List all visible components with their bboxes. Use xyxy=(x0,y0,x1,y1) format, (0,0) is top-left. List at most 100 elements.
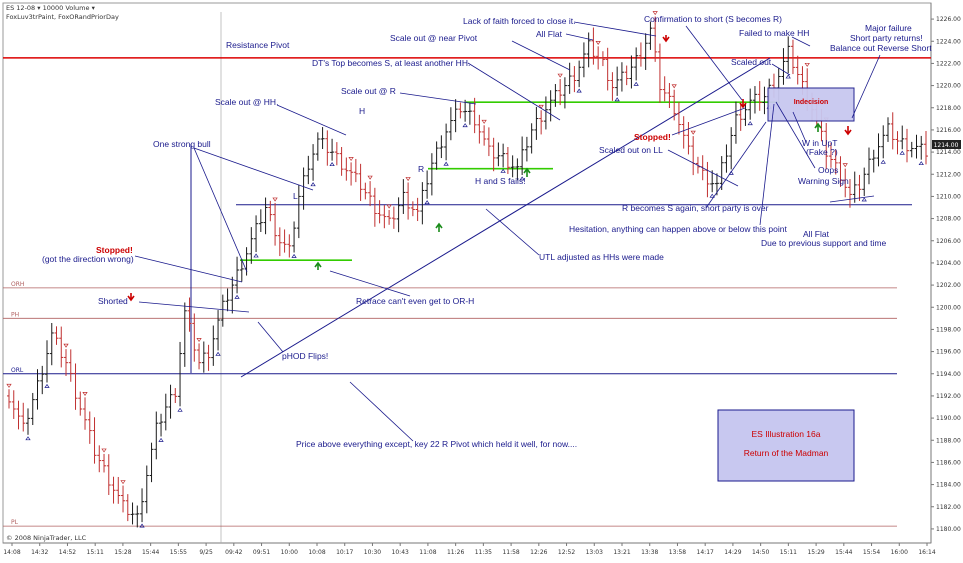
price-bar xyxy=(334,142,339,166)
pointer-lack-faith xyxy=(573,21,657,37)
price-bar xyxy=(676,102,681,135)
price-bar xyxy=(149,442,154,483)
price-bar xyxy=(6,383,12,409)
annotation-strong-bull: One strong bull xyxy=(153,139,211,149)
price-bar xyxy=(68,349,73,382)
price-bar xyxy=(752,86,757,114)
annotation-scaled-out: Scaled out xyxy=(731,57,772,67)
chart-instrument-header[interactable]: ES 12-08 ▾ 10000 Volume ▾ xyxy=(6,4,96,12)
price-bar xyxy=(842,163,848,198)
price-bar xyxy=(35,369,40,410)
pointer-utl xyxy=(485,208,540,256)
pointer-phod xyxy=(257,321,284,353)
pointer-all-flat-top xyxy=(565,33,594,41)
long-arrow-icon-4 xyxy=(814,122,822,132)
price-bar xyxy=(686,122,691,155)
y-tick-label: 1186.00 xyxy=(936,459,961,466)
price-bar xyxy=(367,175,373,207)
bar-signal-marker xyxy=(272,197,278,202)
bar-signal-marker xyxy=(747,121,753,126)
price-bar xyxy=(681,116,686,149)
price-bar xyxy=(553,84,558,107)
y-tick-label: 1206.00 xyxy=(936,238,961,245)
price-bar xyxy=(401,179,406,214)
bar-signal-marker xyxy=(6,383,12,388)
price-bar xyxy=(633,47,639,86)
ph-level-label: PH xyxy=(11,311,19,318)
price-bar xyxy=(491,137,496,172)
chart-indicator-header: FoxLuv3trPaint, FoxORandPriorDay xyxy=(6,13,119,21)
illustration-box xyxy=(717,409,855,482)
bar-signal-marker xyxy=(44,383,50,388)
price-bar xyxy=(73,363,78,410)
x-tick-label: 16:14 xyxy=(918,549,935,556)
price-bar xyxy=(211,325,216,366)
price-bar xyxy=(258,209,263,232)
price-bar xyxy=(924,130,928,165)
price-bar xyxy=(377,200,382,224)
bar-signal-marker xyxy=(462,123,468,128)
x-tick-label: 15:11 xyxy=(780,549,797,556)
pointer-scale-r xyxy=(399,92,477,105)
price-bar xyxy=(538,104,544,135)
price-bar xyxy=(25,408,31,441)
annotation-pointers xyxy=(134,21,881,442)
price-bar xyxy=(733,101,738,144)
y-tick-label: 1194.00 xyxy=(936,371,961,378)
price-bar xyxy=(866,147,871,185)
bar-signal-marker xyxy=(633,81,639,86)
price-bar xyxy=(116,476,121,504)
price-bar xyxy=(182,302,187,367)
pointer-stopped xyxy=(134,255,243,283)
annotation-balance-out: Balance out Reverse Short xyxy=(830,43,932,53)
annotation-short-party: Short party returns! xyxy=(850,33,923,43)
price-bar xyxy=(591,27,596,65)
price-bar xyxy=(572,66,577,93)
price-bar xyxy=(310,144,316,187)
y-tick-label: 1192.00 xyxy=(936,393,961,400)
bar-signal-marker xyxy=(842,163,848,168)
price-bar xyxy=(268,200,273,222)
price-bar xyxy=(652,11,658,62)
uptrend-line xyxy=(240,57,771,378)
x-tick-label: 14:50 xyxy=(752,549,769,556)
price-bar xyxy=(405,177,411,220)
price-bar xyxy=(458,102,463,119)
pointer-strong-bull-a xyxy=(193,147,248,273)
bar-signal-marker xyxy=(785,74,791,79)
price-bar xyxy=(272,197,278,246)
price-bar xyxy=(586,32,591,68)
x-tick-label: 15:44 xyxy=(142,549,159,556)
price-bar xyxy=(344,157,349,181)
bar-signal-marker xyxy=(899,150,905,155)
bar-signal-marker xyxy=(291,253,297,258)
price-bar xyxy=(44,340,50,388)
price-bar xyxy=(187,297,192,332)
pointer-major-failure xyxy=(851,54,881,119)
price-bar xyxy=(135,505,140,528)
y-tick-label: 1216.00 xyxy=(936,127,961,134)
x-tick-label: 10:30 xyxy=(364,549,381,556)
bar-signal-marker xyxy=(215,351,221,356)
bar-signal-marker xyxy=(671,84,677,89)
price-bar xyxy=(895,131,900,155)
price-bar xyxy=(890,112,895,150)
x-tick-label: 15:28 xyxy=(114,549,131,556)
price-bar xyxy=(177,341,183,412)
price-bar xyxy=(353,158,358,183)
price-bar xyxy=(144,465,149,514)
price-bar xyxy=(562,77,567,109)
bar-signal-marker xyxy=(595,40,601,45)
price-bar xyxy=(781,48,786,85)
x-tick-label: 09:51 xyxy=(253,549,270,556)
price-bar xyxy=(876,133,881,167)
trend-lines xyxy=(190,57,771,378)
price-bar xyxy=(82,392,88,430)
price-bar xyxy=(111,476,116,504)
price-bar xyxy=(500,143,506,173)
bar-signal-marker xyxy=(329,162,335,167)
annotation-warning-sign: Warning Sign xyxy=(798,176,849,186)
x-tick-label: 14:17 xyxy=(697,549,714,556)
price-bar xyxy=(277,227,282,257)
price-bar xyxy=(747,88,753,126)
